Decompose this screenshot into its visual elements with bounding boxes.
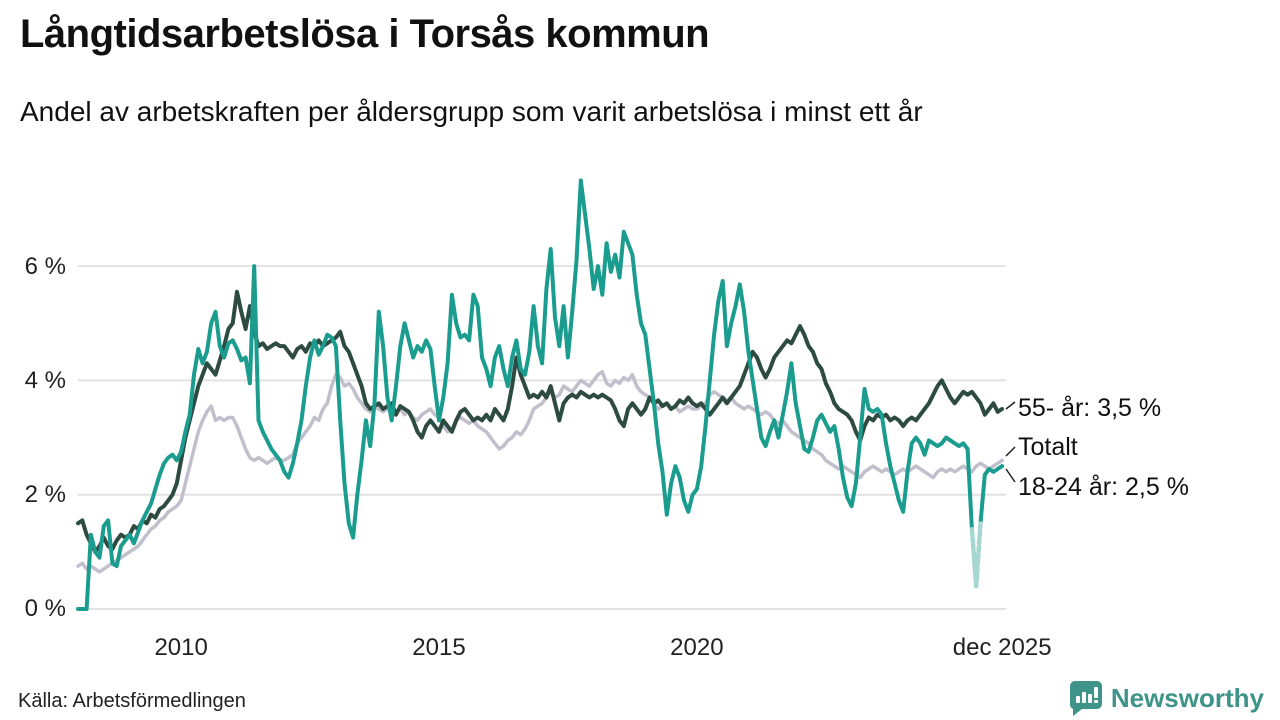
y-axis-tick-4: 4 % <box>24 367 66 394</box>
brand-logo: Newsworthy <box>1069 680 1264 716</box>
page-title: Långtidsarbetslösa i Torsås kommun <box>20 12 710 56</box>
x-axis-tick-dec-2025: dec 2025 <box>952 634 1052 661</box>
page-subtitle: Andel av arbetskraften per åldersgrupp s… <box>20 96 923 127</box>
annotation-total: Totalt <box>1018 433 1078 461</box>
source-credit: Källa: Arbetsförmedlingen <box>18 690 246 712</box>
x-axis-tick-2010: 2010 <box>154 634 208 661</box>
newsworthy-pin-icon <box>1069 681 1102 716</box>
x-axis-tick-2015: 2015 <box>412 634 466 661</box>
y-axis-tick-0: 0 % <box>24 595 66 622</box>
annotation-18-24: 18-24 år: 2,5 % <box>1018 473 1189 501</box>
annotation-55-plus: 55- år: 3,5 % <box>1018 394 1162 422</box>
y-axis-tick-6: 6 % <box>24 253 66 280</box>
brand-name: Newsworthy <box>1110 682 1264 713</box>
x-axis-tick-2020: 2020 <box>670 634 724 661</box>
y-axis-tick-2: 2 % <box>24 481 66 508</box>
